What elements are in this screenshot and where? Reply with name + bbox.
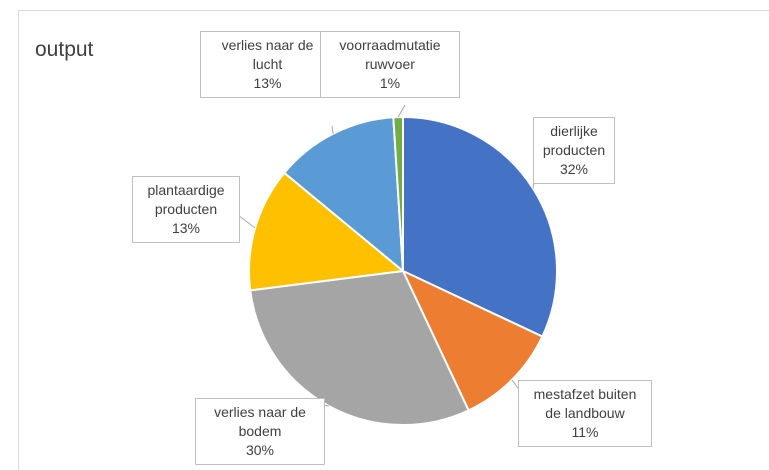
data-label: verlies naar de lucht 13% bbox=[200, 31, 335, 98]
data-label: verlies naar de bodem 30% bbox=[195, 398, 325, 465]
pie-slice bbox=[282, 116, 405, 274]
label-category: verlies naar de lucht bbox=[221, 37, 314, 72]
pie-slice bbox=[402, 115, 558, 338]
leader-line bbox=[397, 104, 406, 118]
data-label: plantaardige producten 13% bbox=[132, 176, 240, 243]
label-value: 11% bbox=[571, 424, 599, 440]
pie-slice bbox=[392, 115, 404, 272]
data-label: mestafzet buiten de landbouw 11% bbox=[518, 380, 652, 447]
label-category: voorraadmutatie ruwvoer bbox=[339, 37, 441, 72]
data-label: voorraadmutatie ruwvoer 1% bbox=[320, 31, 460, 98]
label-value: 1% bbox=[379, 75, 401, 91]
label-category: plantaardige producten bbox=[147, 182, 225, 217]
label-category: dierlijke producten bbox=[542, 123, 606, 158]
label-value: 32% bbox=[559, 161, 589, 177]
label-value: 30% bbox=[245, 442, 275, 458]
label-value: 13% bbox=[171, 220, 201, 236]
data-label: dierlijke producten 32% bbox=[533, 117, 615, 184]
pie-slice bbox=[249, 269, 470, 426]
pie-slice bbox=[248, 171, 406, 292]
label-value: 13% bbox=[253, 75, 282, 91]
label-category: verlies naar de bodem bbox=[214, 404, 306, 439]
label-category: mestafzet buiten de landbouw bbox=[533, 386, 637, 421]
leader-line bbox=[331, 125, 334, 134]
leader-line bbox=[237, 214, 256, 229]
chart-title: output bbox=[35, 38, 94, 61]
pie-slice bbox=[400, 268, 544, 412]
